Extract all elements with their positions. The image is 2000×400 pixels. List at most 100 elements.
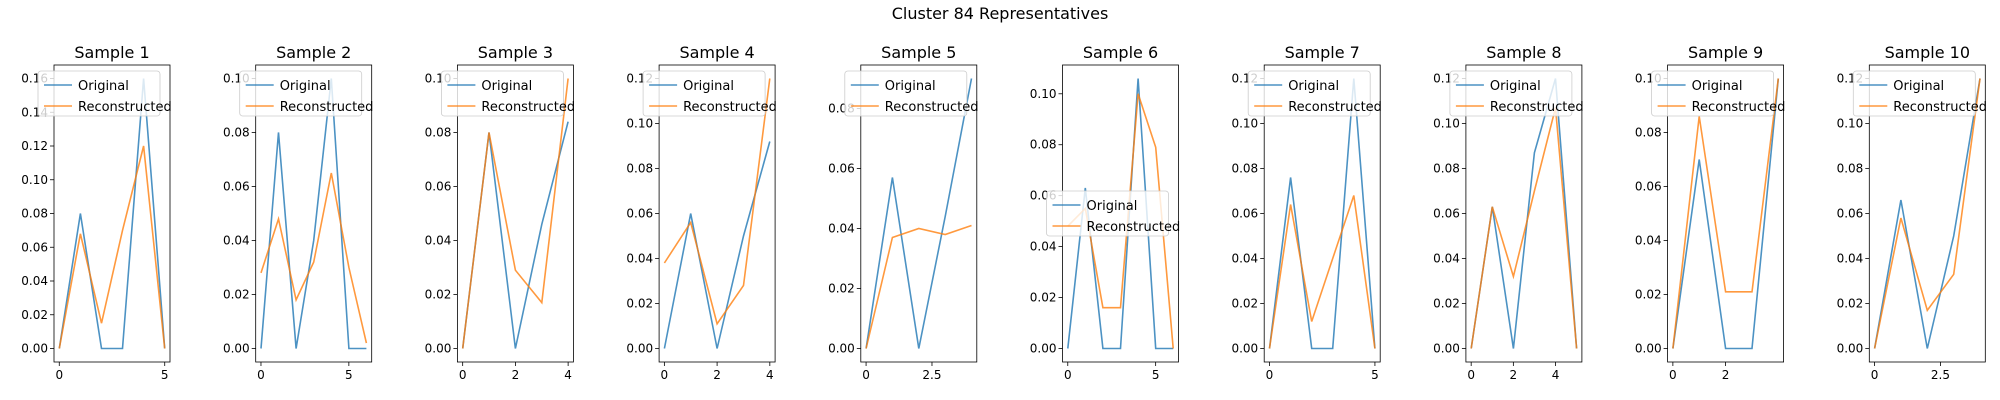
legend-box [239, 70, 363, 117]
y-tick-label: 0.08 [1433, 162, 1460, 176]
x-tick-label: 5 [345, 368, 353, 382]
legend-label: Original [683, 79, 734, 94]
x-tick-label: 0 [862, 368, 870, 382]
x-tick-label: 5 [1371, 368, 1379, 382]
legend-label: Reconstructed [1087, 220, 1181, 235]
y-tick-label: 0.00 [828, 342, 855, 356]
y-tick-label: 0.00 [1433, 342, 1460, 356]
y-tick-label: 0.10 [1433, 117, 1460, 131]
subplot-9: Sample 90.000.020.040.060.080.100 2Origin… [1635, 43, 1785, 382]
y-tick-label: 0.02 [1433, 297, 1460, 311]
axes-frame [1868, 64, 1986, 363]
subplot-4: Sample 40.000.020.040.060.080.100.120 2 4O… [626, 43, 776, 382]
y-tick-label: 0.02 [1635, 288, 1662, 302]
subplot-6: Sample 60.000.020.040.060.080.100 5Origin… [1030, 43, 1180, 382]
x-tick-label: 2 [512, 368, 520, 382]
y-tick-label: 0.10 [1231, 117, 1258, 131]
series-line-reconstructed [58, 145, 166, 349]
series-line-reconstructed [1470, 107, 1578, 349]
y-tick-label: 0.08 [21, 207, 48, 221]
x-tick-label: 5 [1152, 368, 1160, 382]
x-tick-label: 0 [257, 368, 265, 382]
y-tick-label: 0.04 [223, 234, 250, 248]
y-tick-label: 0.04 [1030, 240, 1057, 254]
axes-frame [53, 64, 171, 363]
axes-frame [255, 64, 373, 363]
series-line-reconstructed [461, 78, 569, 349]
legend-label: Reconstructed [1288, 100, 1382, 115]
subplot-8: Sample 80.000.020.040.060.080.100.120 2 4O… [1433, 43, 1583, 382]
series-line-reconstructed [260, 172, 368, 344]
y-tick-label: 0.08 [425, 126, 452, 140]
y-tick-label: 0.02 [21, 308, 48, 322]
y-tick-label: 0.02 [1030, 291, 1057, 305]
x-tick-label: 0 [55, 368, 63, 382]
subplot-title: Sample 9 [1688, 43, 1763, 62]
y-tick-label: 0.10 [1837, 117, 1864, 131]
x-tick-label: 2.5 [1931, 368, 1950, 382]
series-line-reconstructed [1672, 78, 1780, 349]
legend-box [440, 70, 564, 117]
y-tick-label: 0.12 [21, 139, 48, 153]
y-tick-label: 0.02 [425, 288, 452, 302]
subplot-title: Sample 3 [478, 43, 553, 62]
y-tick-label: 0.00 [1635, 342, 1662, 356]
y-tick-label: 0.06 [1433, 207, 1460, 221]
y-tick-label: 0.02 [626, 297, 653, 311]
x-tick-label: 0 [1669, 368, 1677, 382]
subplot-title: Sample 7 [1285, 43, 1360, 62]
series-line-original [1268, 78, 1376, 350]
y-tick-label: 0.00 [21, 342, 48, 356]
subplot-title: Sample 5 [881, 43, 956, 62]
legend-label: Original [1490, 79, 1541, 94]
y-tick-label: 0.08 [223, 126, 250, 140]
legend-label: Original [78, 79, 129, 94]
axes-frame [1667, 64, 1784, 363]
legend-label: Reconstructed [481, 100, 575, 115]
legend-box [844, 70, 968, 117]
axes-frame [658, 64, 776, 363]
x-tick-label: 0 [661, 368, 669, 382]
x-tick-label: 4 [766, 368, 774, 382]
legend-label: Reconstructed [1893, 100, 1987, 115]
y-tick-label: 0.08 [1635, 126, 1662, 140]
y-tick-label: 0.10 [626, 117, 653, 131]
y-tick-label: 0.10 [1030, 87, 1057, 101]
legend-box [1247, 70, 1371, 117]
y-tick-label: 0.00 [223, 342, 250, 356]
x-tick-label: 2 [1510, 368, 1518, 382]
y-tick-label: 0.06 [828, 162, 855, 176]
legend-label: Reconstructed [1490, 100, 1584, 115]
series-line-reconstructed [1268, 195, 1376, 349]
legend-label: Reconstructed [1692, 100, 1786, 115]
axes-frame [1465, 64, 1583, 363]
legend-label: Reconstructed [78, 100, 172, 115]
y-tick-label: 0.02 [223, 288, 250, 302]
x-tick-label: 2 [713, 368, 721, 382]
subplot-10: Sample 100.000.020.040.060.080.100.120 2.… [1837, 43, 1987, 382]
y-tick-label: 0.00 [1837, 342, 1864, 356]
legend-box [1852, 70, 1976, 117]
legend-box [1449, 70, 1573, 117]
subplot-title: Sample 6 [1083, 43, 1158, 62]
subplot-title: Sample 10 [1885, 43, 1970, 62]
series-line-original [260, 78, 367, 350]
legend-label: Original [1087, 199, 1138, 214]
series-line-original [865, 78, 973, 349]
x-tick-label: 5 [161, 368, 169, 382]
y-tick-label: 0.04 [1231, 252, 1258, 266]
legend-label: Original [280, 79, 331, 94]
series-line-reconstructed [1873, 78, 1981, 349]
x-tick-label: 2.5 [922, 368, 941, 382]
x-tick-label: 0 [459, 368, 467, 382]
series-line-original [1067, 78, 1174, 350]
legend-label: Original [1288, 79, 1339, 94]
y-tick-label: 0.00 [425, 342, 452, 356]
subplot-3: Sample 30.000.020.040.060.080.100 2 4Origi… [425, 43, 575, 382]
subplot-5: Sample 50.000.020.040.060.080 2.5Original… [828, 43, 978, 382]
legend-label: Original [1893, 79, 1944, 94]
subplot-title: Sample 4 [679, 43, 754, 62]
legend-label: Original [1692, 79, 1743, 94]
